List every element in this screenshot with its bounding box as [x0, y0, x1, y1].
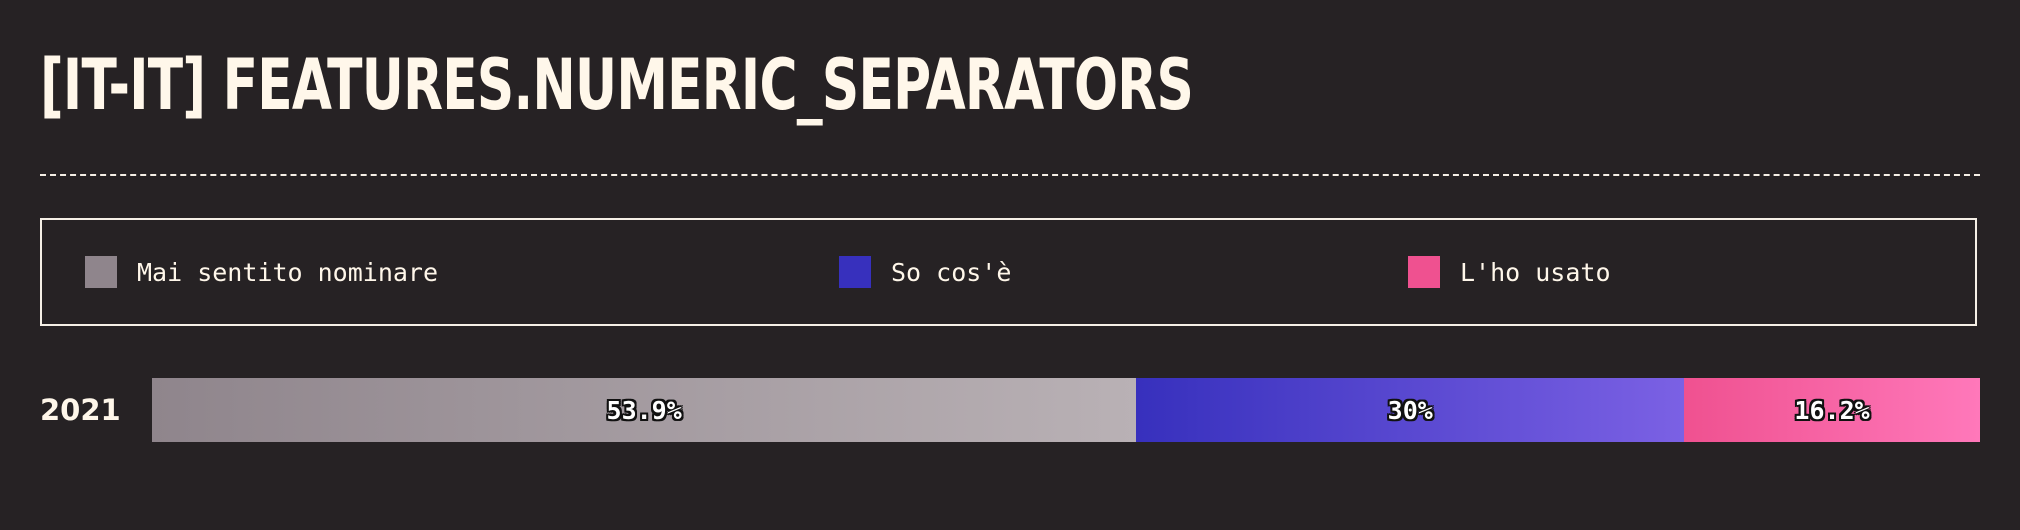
title-divider	[40, 174, 1980, 176]
stacked-bar-2021: 53.9% 30% 16.2%	[152, 378, 1980, 442]
legend-label-lho-usato: L'ho usato	[1460, 257, 1611, 287]
legend-swatch-so-cose	[839, 256, 871, 288]
legend-label-so-cose: So cos'è	[891, 257, 1012, 287]
data-label-lho-usato: 16.2%	[1794, 395, 1870, 425]
legend-item-so-cose[interactable]: So cos'è	[839, 220, 1011, 324]
legend-item-lho-usato[interactable]: L'ho usato	[1408, 220, 1611, 324]
bar-segment-so-cose[interactable]: 30%	[1136, 378, 1685, 442]
data-label-so-cose: 30%	[1387, 395, 1433, 425]
legend-swatch-lho-usato	[1408, 256, 1440, 288]
legend-label-mai-sentito: Mai sentito nominare	[137, 257, 439, 287]
legend-item-mai-sentito[interactable]: Mai sentito nominare	[85, 220, 438, 324]
row-label-2021: 2021	[40, 393, 121, 427]
bar-segment-lho-usato[interactable]: 16.2%	[1684, 378, 1980, 442]
legend: Mai sentito nominare So cos'è L'ho usato	[40, 218, 1977, 326]
legend-swatch-mai-sentito	[85, 256, 117, 288]
chart-title: [IT-IT] FEATURES.NUMERIC_SEPARATORS	[40, 44, 1194, 126]
data-label-mai-sentito: 53.9%	[606, 395, 682, 425]
bar-segment-mai-sentito[interactable]: 53.9%	[152, 378, 1137, 442]
